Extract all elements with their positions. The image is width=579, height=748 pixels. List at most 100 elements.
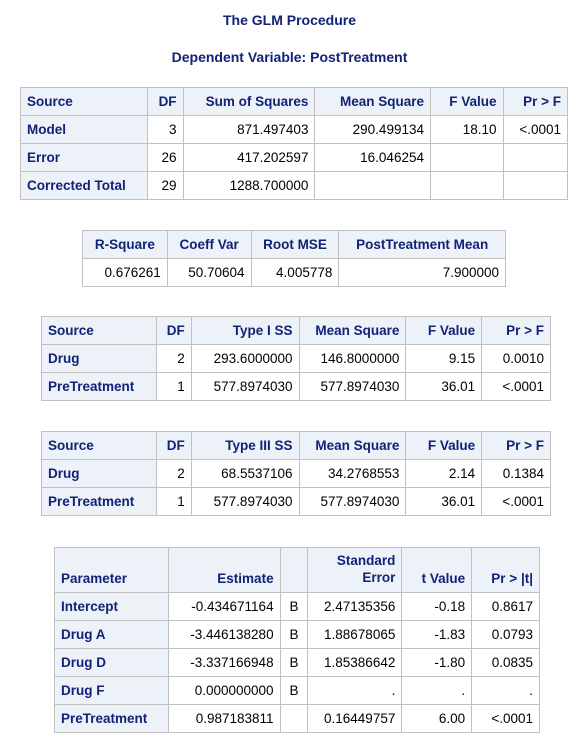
table-row: Drug 2 68.5537106 34.2768553 2.14 0.1384 (41, 459, 551, 488)
row-header: Model (20, 115, 148, 144)
table-cell: <.0001 (481, 487, 551, 516)
row-header: Drug F (54, 676, 169, 705)
table-cell: 2.14 (405, 459, 483, 488)
table-cell: B (279, 676, 309, 705)
table-cell: -1.80 (401, 648, 473, 677)
table-header-row: R-Square Coeff Var Root MSE PostTreatmen… (82, 230, 506, 259)
column-header: Coeff Var (166, 230, 252, 259)
column-header: Source (41, 431, 157, 460)
column-header: DF (155, 431, 192, 460)
column-header: Type III SS (190, 431, 300, 460)
column-header: R-Square (82, 230, 168, 259)
table-cell: 1.85386642 (307, 648, 403, 677)
dependent-variable-title: Dependent Variable: PostTreatment (171, 49, 408, 65)
table-row: Drug D -3.337166948 B 1.85386642 -1.80 0… (54, 648, 540, 677)
table-cell: . (307, 676, 403, 705)
table-header-row: Source DF Sum of Squares Mean Square F V… (20, 87, 569, 116)
procedure-title: The GLM Procedure (222, 12, 357, 28)
table-row: Intercept -0.434671164 B 2.47135356 -0.1… (54, 592, 540, 621)
table-row: Drug 2 293.6000000 146.8000000 9.15 0.00… (41, 344, 551, 373)
table-cell: 18.10 (429, 115, 504, 144)
column-header: Parameter (54, 547, 169, 593)
table-row: PreTreatment 0.987183811 0.16449757 6.00… (54, 704, 540, 733)
row-header: Error (20, 143, 148, 172)
table-row: PreTreatment 1 577.8974030 577.8974030 3… (41, 372, 551, 401)
table-cell: 6.00 (401, 704, 473, 733)
table-row: Model 3 871.497403 290.499134 18.10 <.00… (20, 115, 569, 144)
column-header: Pr > F (481, 316, 551, 345)
table-cell: 871.497403 (182, 115, 316, 144)
column-header: Mean Square (298, 431, 407, 460)
column-header: Source (20, 87, 148, 116)
table-row: Drug F 0.000000000 B . . . (54, 676, 540, 705)
table-cell: 1 (155, 372, 192, 401)
table-cell: 1 (155, 487, 192, 516)
table-cell: 577.8974030 (190, 372, 300, 401)
row-header: Intercept (54, 592, 169, 621)
table-cell (429, 143, 504, 172)
column-header: DF (155, 316, 192, 345)
table-cell: -3.337166948 (167, 648, 281, 677)
table-cell: 36.01 (405, 372, 483, 401)
row-header: PreTreatment (54, 704, 169, 733)
column-header: Estimate (167, 547, 281, 593)
table-row: PreTreatment 1 577.8974030 577.8974030 3… (41, 487, 551, 516)
table-cell: 0.987183811 (167, 704, 281, 733)
column-header: Pr > F (502, 87, 569, 116)
column-header: Root MSE (250, 230, 340, 259)
table-cell: 34.2768553 (298, 459, 407, 488)
table-cell: B (279, 620, 309, 649)
anova-table: Source DF Sum of Squares Mean Square F V… (20, 87, 569, 200)
table-cell: . (401, 676, 473, 705)
table-cell: <.0001 (481, 372, 551, 401)
table-cell: 0.16449757 (307, 704, 403, 733)
column-header: DF (146, 87, 184, 116)
table-cell: . (471, 676, 540, 705)
table-cell: 2 (155, 459, 192, 488)
table-cell: B (279, 648, 309, 677)
table-cell: 36.01 (405, 487, 483, 516)
table-cell: 3 (146, 115, 184, 144)
table-cell: 0.8617 (471, 592, 540, 621)
table-cell: 29 (146, 171, 184, 200)
table-cell: 7.900000 (338, 258, 506, 287)
table-cell: 68.5537106 (190, 459, 300, 488)
table-header-row: Parameter Estimate Standard Error t Valu… (54, 547, 540, 593)
column-header: F Value (405, 316, 483, 345)
row-header: Drug (41, 344, 157, 373)
column-header (279, 547, 309, 593)
table-cell: 9.15 (405, 344, 483, 373)
table-row: Drug A -3.446138280 B 1.88678065 -1.83 0… (54, 620, 540, 649)
table-cell: 1288.700000 (182, 171, 316, 200)
table-cell: -3.446138280 (167, 620, 281, 649)
table-cell: 0.000000000 (167, 676, 281, 705)
table-cell: 577.8974030 (298, 372, 407, 401)
table-cell: 4.005778 (250, 258, 340, 287)
table-cell (429, 171, 504, 200)
table-cell: 0.676261 (82, 258, 168, 287)
table-row: Error 26 417.202597 16.046254 (20, 143, 569, 172)
column-header: Pr > F (481, 431, 551, 460)
table-cell: 0.1384 (481, 459, 551, 488)
row-header: Corrected Total (20, 171, 148, 200)
table-cell: 290.499134 (314, 115, 431, 144)
table-cell (279, 704, 309, 733)
table-cell: <.0001 (471, 704, 540, 733)
table-cell: -1.83 (401, 620, 473, 649)
table-header-row: Source DF Type III SS Mean Square F Valu… (41, 431, 551, 460)
column-header: t Value (401, 547, 473, 593)
table-cell: B (279, 592, 309, 621)
table-cell: 50.70604 (166, 258, 252, 287)
table-cell: -0.18 (401, 592, 473, 621)
table-cell (314, 171, 431, 200)
table-cell: 16.046254 (314, 143, 431, 172)
row-header: Drug A (54, 620, 169, 649)
row-header: PreTreatment (41, 487, 157, 516)
column-header: Standard Error (307, 547, 403, 593)
table-cell: 293.6000000 (190, 344, 300, 373)
table-cell: 577.8974030 (298, 487, 407, 516)
row-header: Drug (41, 459, 157, 488)
table-cell: 146.8000000 (298, 344, 407, 373)
column-header: PostTreatment Mean (338, 230, 506, 259)
table-cell: 577.8974030 (190, 487, 300, 516)
